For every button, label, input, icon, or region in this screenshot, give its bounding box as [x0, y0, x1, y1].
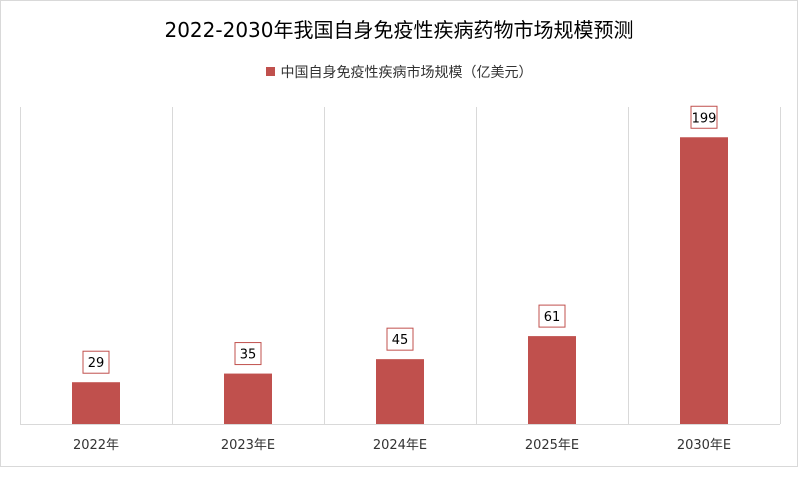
legend: 中国自身免疫性疾病市场规模（亿美元）	[0, 62, 798, 82]
bar	[528, 336, 576, 424]
bar	[376, 359, 424, 424]
legend-swatch	[265, 67, 275, 76]
x-tick-label: 2024年E	[373, 438, 427, 453]
data-label-box	[690, 105, 718, 129]
data-label: 61	[544, 310, 561, 325]
x-tick-label: 2022年	[73, 438, 119, 453]
data-label: 29	[88, 356, 105, 371]
data-label: 199	[692, 111, 717, 126]
data-label-box	[538, 304, 566, 328]
x-tick-label: 2025年E	[525, 438, 579, 453]
data-label: 35	[240, 348, 257, 363]
bar	[224, 373, 272, 424]
x-tick-label: 2023年E	[221, 438, 275, 453]
data-label-box	[82, 350, 110, 374]
chart-title: 2022-2030年我国自身免疫性疾病药物市场规模预测	[164, 18, 634, 42]
data-label: 45	[392, 333, 409, 348]
data-label-box	[234, 342, 262, 366]
bar	[72, 382, 120, 424]
data-label-box	[386, 327, 414, 351]
bar	[680, 137, 728, 424]
legend-label: 中国自身免疫性疾病市场规模（亿美元）	[280, 65, 533, 81]
x-tick-label: 2030年E	[677, 438, 731, 453]
